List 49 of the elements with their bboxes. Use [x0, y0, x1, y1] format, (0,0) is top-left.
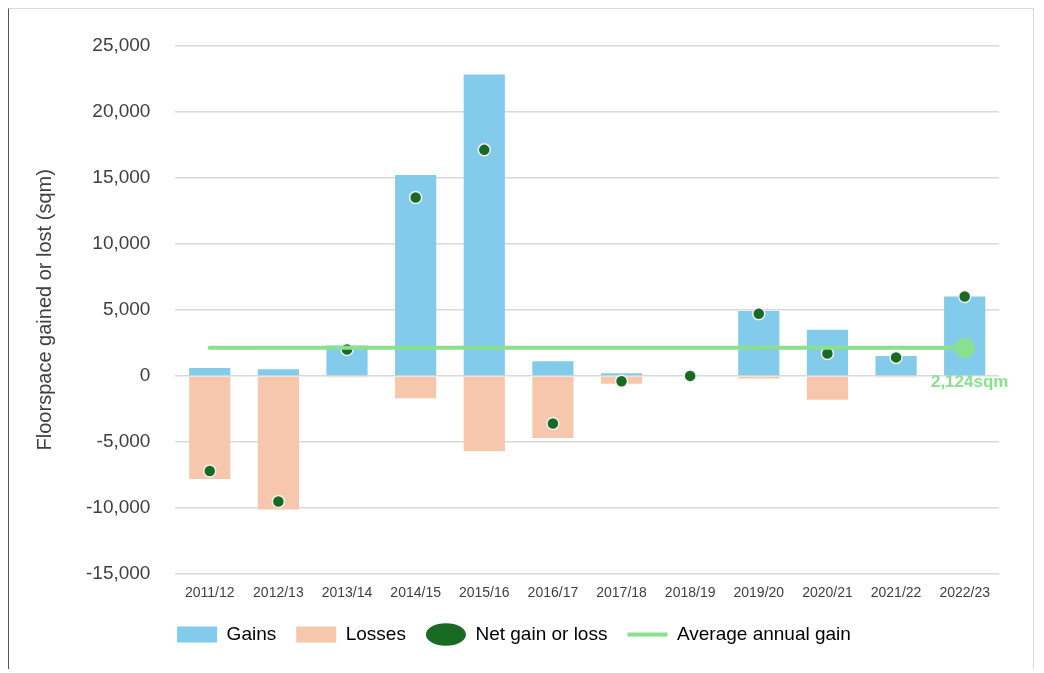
x-tick-label: 2020/21 — [802, 584, 853, 601]
y-tick-label: 0 — [139, 364, 151, 386]
bar — [532, 376, 574, 439]
point — [408, 190, 423, 205]
x-tick-label: 2014/15 — [390, 584, 442, 601]
bar — [463, 74, 505, 376]
point — [203, 464, 217, 478]
annotation: 2,124sqm — [930, 372, 1009, 392]
y-tick-label: 5,000 — [102, 298, 151, 320]
bar — [806, 376, 849, 400]
bar — [395, 376, 437, 399]
y-tick-label: 10,000 — [92, 231, 151, 253]
point — [683, 369, 697, 383]
point — [954, 337, 975, 358]
y-tick-label: 15,000 — [92, 165, 151, 187]
x-tick-label: 2016/17 — [527, 584, 579, 601]
bar — [463, 376, 505, 452]
x-tick-label: 2022/23 — [939, 584, 991, 601]
bar — [395, 174, 437, 376]
point — [889, 350, 903, 365]
bar — [532, 361, 574, 376]
y-tick-label: -10,000 — [85, 496, 151, 518]
bar — [257, 376, 299, 510]
x-tick-label: 2011/12 — [184, 584, 235, 601]
y-tick-label: -15,000 — [85, 562, 151, 584]
x-tick-label: 2012/13 — [253, 584, 304, 601]
y-tick-label: 20,000 — [92, 99, 151, 121]
y-tick-label: 25,000 — [92, 33, 151, 55]
bar — [189, 367, 231, 376]
x-tick-label: 2021/22 — [870, 584, 922, 601]
point — [957, 289, 972, 304]
point — [546, 416, 560, 431]
point — [614, 374, 629, 388]
point — [271, 494, 286, 509]
legend-label: Losses — [345, 622, 406, 644]
point — [477, 143, 492, 157]
x-tick-label: 2017/18 — [596, 584, 648, 601]
bar — [257, 369, 299, 376]
legend-label: Net gain or loss — [475, 622, 608, 644]
y-axis-title: Floorspace gained or lost (sqm) — [32, 169, 55, 451]
y-tick-label: -5,000 — [96, 430, 151, 452]
x-tick-label: 2018/19 — [664, 584, 716, 601]
legend-label: Gains — [226, 622, 277, 644]
bar — [189, 376, 231, 480]
legend-label: Average annual gain — [676, 622, 851, 644]
x-tick-label: 2013/14 — [321, 584, 373, 601]
x-tick-label: 2015/16 — [458, 584, 510, 601]
x-tick-label: 2019/20 — [733, 584, 785, 601]
point — [752, 307, 766, 321]
